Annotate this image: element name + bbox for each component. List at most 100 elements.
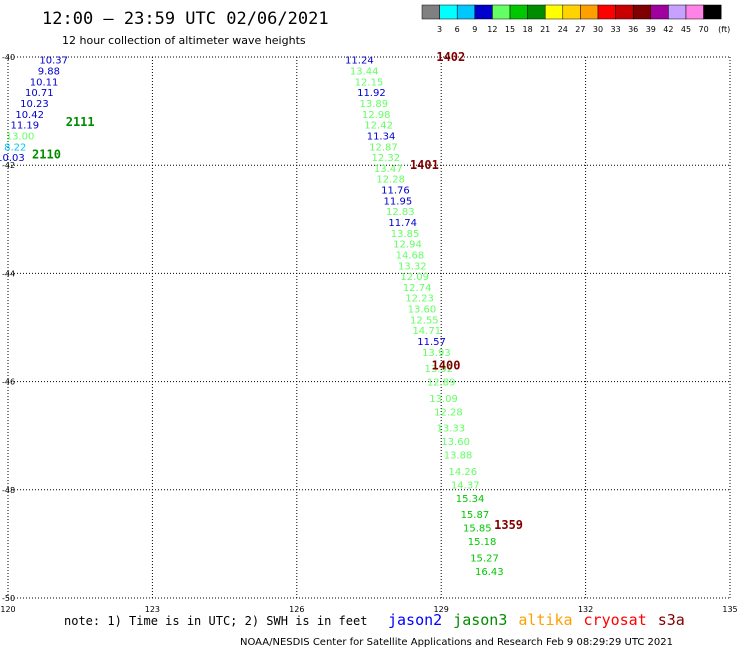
- mission-jason2: jason2: [388, 611, 442, 629]
- footer-credit: NOAA/NESDIS Center for Satellite Applica…: [240, 637, 673, 648]
- mission-cryosat: cryosat: [584, 611, 647, 629]
- wave-height-value: 13.09: [429, 394, 458, 405]
- x-tick-label: 129: [434, 605, 449, 614]
- colorbar-swatch: [580, 4, 599, 20]
- x-tick-label: 126: [289, 605, 304, 614]
- wave-height-value: 9.88: [38, 67, 60, 78]
- wave-height-value: 10.42: [15, 110, 44, 121]
- wave-height-value: 12.15: [355, 77, 384, 88]
- wave-height-value: 13.89: [359, 99, 388, 110]
- pass-number: 1401: [410, 158, 439, 172]
- colorbar-label: 33: [611, 25, 621, 34]
- wave-height-value: 12.28: [376, 175, 405, 186]
- wave-height-value: 12.42: [364, 121, 393, 132]
- colorbar-swatch: [685, 4, 704, 20]
- wave-height-value: 13.88: [444, 451, 473, 462]
- wave-height-value: 13.32: [398, 261, 427, 272]
- wave-height-value: 12.83: [386, 207, 415, 218]
- wave-height-value: 15.18: [468, 537, 497, 548]
- wave-height-value: 12.89: [427, 378, 456, 389]
- page-title: 12:00 – 23:59 UTC 02/06/2021: [42, 9, 329, 29]
- colorbar-label: 36: [628, 25, 638, 34]
- colorbar-swatch: [544, 4, 564, 20]
- wave-height-value: 13.85: [391, 229, 420, 240]
- colorbar-label: 12: [487, 25, 497, 34]
- x-tick-label: 132: [578, 605, 593, 614]
- colorbar-label: 24: [558, 25, 568, 34]
- wave-height-value: 13.92: [424, 364, 453, 375]
- pass-number: 1359: [494, 518, 523, 532]
- wave-height-value: 13.93: [422, 348, 451, 359]
- wave-height-value: 14.68: [396, 250, 425, 261]
- wave-height-value: 15.87: [461, 510, 490, 521]
- wave-height-value: 15.27: [470, 553, 499, 564]
- mission-s3a: s3a: [658, 611, 685, 629]
- colorbar-legend: 3 6 9 12 15 18 21 24 27 30 33 36 39 42 45 70 (ft): [421, 4, 730, 34]
- pass-number: 1400: [432, 358, 461, 372]
- wave-height-value: 12.87: [369, 142, 398, 153]
- colorbar-swatch: [509, 4, 528, 20]
- wave-height-labels: 11.2413.4412.1511.9213.8912.9812.4211.34…: [0, 56, 504, 578]
- colorbar-swatch: [492, 4, 511, 20]
- colorbar-swatch: [615, 4, 634, 20]
- wave-height-value: 11.57: [417, 337, 446, 348]
- colorbar-swatch: [527, 4, 546, 20]
- page-subtitle: 12 hour collection of altimeter wave hei…: [62, 34, 306, 47]
- wave-height-value: 13.33: [437, 424, 466, 435]
- wave-height-value: 12.09: [400, 272, 429, 283]
- wave-height-value: 12.28: [434, 407, 463, 418]
- colorbar-swatch: [421, 4, 440, 20]
- y-tick-label: -40: [2, 53, 15, 62]
- colorbar-swatch: [632, 4, 652, 20]
- colorbar-swatch: [597, 4, 616, 20]
- pass-number: 2110: [32, 147, 61, 161]
- wave-height-value: 12.55: [410, 315, 439, 326]
- colorbar-label: 30: [593, 25, 603, 34]
- x-tick-label: 120: [0, 605, 15, 614]
- colorbar-label: 42: [663, 25, 673, 34]
- pass-number: 1402: [436, 50, 465, 64]
- colorbar-label: 21: [540, 25, 550, 34]
- colorbar-label: 6: [455, 25, 460, 34]
- x-tick-label: 135: [722, 605, 737, 614]
- x-tick-label: 123: [145, 605, 160, 614]
- colorbar-swatch: [703, 4, 722, 20]
- wave-height-value: 11.34: [367, 131, 396, 142]
- wave-height-value: 8.22: [4, 142, 26, 153]
- pass-number: 2111: [66, 115, 95, 129]
- colorbar-swatch: [439, 4, 458, 20]
- wave-height-value: 13.60: [408, 305, 437, 316]
- colorbar-label: 15: [505, 25, 515, 34]
- wave-height-value: 15.34: [456, 494, 485, 505]
- wave-height-value: 10.37: [39, 56, 68, 67]
- wave-height-value: 14.71: [412, 326, 441, 337]
- wave-height-value: 11.76: [381, 186, 410, 197]
- wave-height-value: 15.85: [463, 524, 492, 535]
- wave-height-value: 12.98: [362, 110, 391, 121]
- y-tick-label: -44: [2, 269, 15, 278]
- colorbar-label: 3: [437, 25, 442, 34]
- colorbar-swatch: [562, 4, 581, 20]
- y-tick-label: -42: [2, 161, 15, 170]
- colorbar-label: 27: [575, 25, 585, 34]
- wave-height-value: 13.00: [6, 131, 35, 142]
- wave-height-value: 12.23: [405, 294, 434, 305]
- wave-height-value: 13.60: [441, 437, 470, 448]
- colorbar-swatch: [650, 4, 669, 20]
- colorbar-swatch: [456, 4, 476, 20]
- y-tick-label: -46: [2, 378, 15, 387]
- colorbar-swatch: [474, 4, 493, 20]
- colorbar-label: 9: [472, 25, 477, 34]
- wave-height-value: 11.19: [11, 121, 40, 132]
- footer-note: note: 1) Time is in UTC; 2) SWH is in fe…: [64, 614, 367, 628]
- wave-height-value: 11.74: [388, 218, 417, 229]
- wave-height-value: 16.43: [475, 567, 504, 578]
- wave-height-value: 10.71: [25, 88, 54, 99]
- wave-height-value: 14.37: [451, 480, 480, 491]
- wave-height-value: 13.47: [374, 164, 403, 175]
- wave-height-value: 11.95: [384, 196, 413, 207]
- wave-height-value: 12.74: [403, 283, 432, 294]
- pass-number-labels: 1402 1401 1400 1359 2111 2110: [32, 50, 523, 532]
- wave-height-value: 12.32: [372, 153, 401, 164]
- wave-height-value: 13.44: [350, 67, 379, 78]
